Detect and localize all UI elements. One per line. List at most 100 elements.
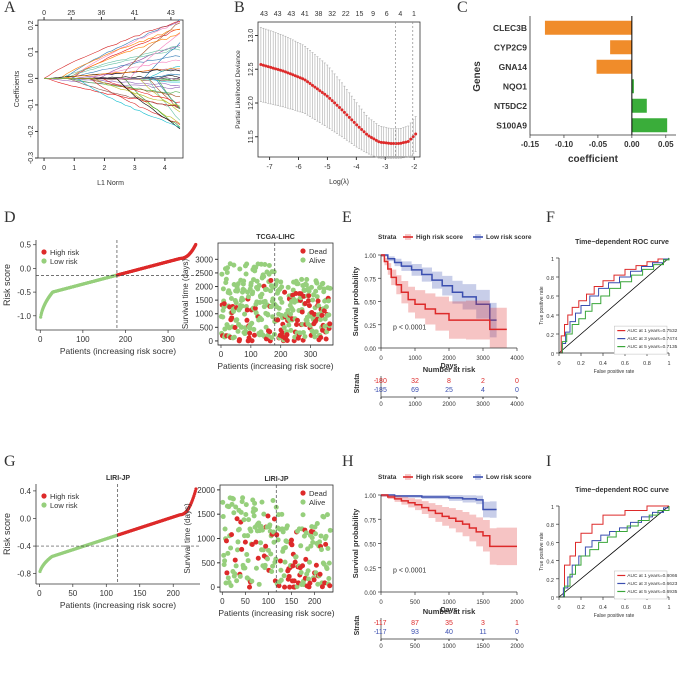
- dead-point: [247, 330, 253, 336]
- risk-count-low: 93: [411, 629, 419, 636]
- dead-point: [291, 578, 297, 584]
- x-axis-title: Days: [441, 607, 458, 614]
- x-tick-label: 100: [76, 335, 90, 344]
- dead-point: [284, 332, 290, 338]
- dead-point: [229, 315, 235, 321]
- alive-point: [275, 537, 281, 543]
- legend-high-label: High risk score: [416, 234, 463, 241]
- alive-point: [285, 308, 291, 314]
- alive-point: [306, 559, 312, 565]
- alive-point: [326, 560, 332, 566]
- x-tick-label: 3: [133, 165, 137, 172]
- deviance-point: [387, 141, 391, 145]
- alive-point: [282, 559, 288, 565]
- risk-count-high: 0: [515, 378, 519, 385]
- y-tick-label: 0: [209, 337, 214, 346]
- x-tick-label: 2: [103, 165, 107, 172]
- alive-point: [260, 547, 266, 553]
- risk-row-high-label: -: [374, 620, 377, 627]
- alive-point: [263, 324, 269, 330]
- dead-point: [229, 532, 235, 538]
- alive-point: [316, 303, 322, 309]
- gene-label: S100A9: [496, 120, 527, 130]
- x-tick-label: 1000: [442, 600, 456, 606]
- dead-point: [317, 571, 323, 577]
- dead-point: [288, 537, 294, 543]
- x-tick-label: 0.8: [643, 605, 651, 611]
- dead-point: [274, 532, 280, 538]
- gene-label: NQO1: [503, 81, 527, 91]
- x-tick-label: 0.2: [577, 605, 585, 611]
- alive-point: [251, 513, 257, 519]
- top-tick-label: 15: [356, 11, 364, 18]
- coefficient-bar: [610, 40, 632, 55]
- x-tick-label: 500: [410, 600, 421, 606]
- y-tick-label: 2000: [197, 486, 215, 495]
- alive-point: [261, 274, 267, 280]
- risk-row-low-label: -: [374, 387, 377, 394]
- low-risk-survival-curve: [381, 254, 497, 321]
- legend-label: AUC at 1 years=0.8066: [627, 573, 677, 579]
- y-tick-label: 12.5: [248, 62, 255, 76]
- alive-point: [298, 570, 304, 576]
- deviance-point: [261, 63, 265, 67]
- y-tick-label: 1.00: [364, 494, 376, 500]
- dead-point: [253, 539, 259, 545]
- alive-point: [293, 554, 299, 560]
- deviance-point: [296, 75, 300, 79]
- alive-point: [300, 512, 306, 518]
- top-tick-label: 1: [412, 11, 416, 18]
- deviance-point: [411, 135, 415, 139]
- y-tick-label: 11.5: [248, 130, 255, 143]
- alive-point: [253, 507, 259, 513]
- alive-point: [246, 517, 252, 523]
- deviance-point: [333, 101, 337, 105]
- y-tick-label: 0.50: [364, 301, 376, 307]
- x-axis-title: Patients (increasing risk socre): [217, 361, 333, 371]
- risk-count-high: 32: [411, 378, 419, 385]
- deviance-point: [293, 74, 297, 78]
- y-tick-label: -0.4: [17, 542, 31, 551]
- alive-point: [233, 504, 239, 510]
- risk-count-low: 117: [375, 629, 386, 636]
- y-tick-label: 12.0: [248, 96, 255, 110]
- x-tick-label: 150: [285, 597, 299, 606]
- alive-point: [262, 562, 268, 568]
- risk-row-low-label: -: [374, 629, 377, 636]
- alive-point: [244, 551, 250, 557]
- alive-point: [279, 284, 285, 290]
- alive-point: [228, 545, 234, 551]
- risk-count-high: 117: [375, 620, 386, 627]
- alive-point: [304, 276, 310, 282]
- risk-count-high: 87: [411, 620, 419, 627]
- risk-point: [194, 242, 198, 247]
- deviance-point: [306, 80, 310, 84]
- alive-point: [248, 280, 254, 286]
- y-tick-label: 1000: [197, 535, 215, 544]
- x-tick-label: -0.05: [589, 140, 608, 149]
- alive-point: [274, 278, 280, 284]
- coefficient-path: [44, 48, 181, 79]
- plot-frame: [37, 19, 184, 159]
- panel-h: Strata High risk score Low risk score0.000…: [351, 474, 532, 650]
- p-value: p < 0.0001: [393, 324, 426, 331]
- alive-point: [264, 286, 270, 292]
- dead-point: [268, 277, 274, 283]
- legend-high-label: High risk: [50, 492, 79, 501]
- alive-point: [326, 576, 332, 582]
- dead-point: [315, 298, 321, 304]
- y-tick-label: 0: [211, 583, 216, 592]
- x-tick-label: 0: [379, 356, 383, 362]
- deviance-point: [281, 69, 285, 73]
- alive-point: [225, 265, 231, 271]
- high-risk-ci-band: [381, 495, 517, 566]
- alive-point: [313, 329, 319, 335]
- panel-label: C: [457, 0, 468, 16]
- panel-label: D: [4, 209, 16, 226]
- deviance-point: [379, 140, 383, 144]
- deviance-point: [325, 94, 329, 98]
- deviance-point: [374, 138, 378, 142]
- deviance-point: [360, 128, 364, 132]
- deviance-point: [389, 142, 393, 145]
